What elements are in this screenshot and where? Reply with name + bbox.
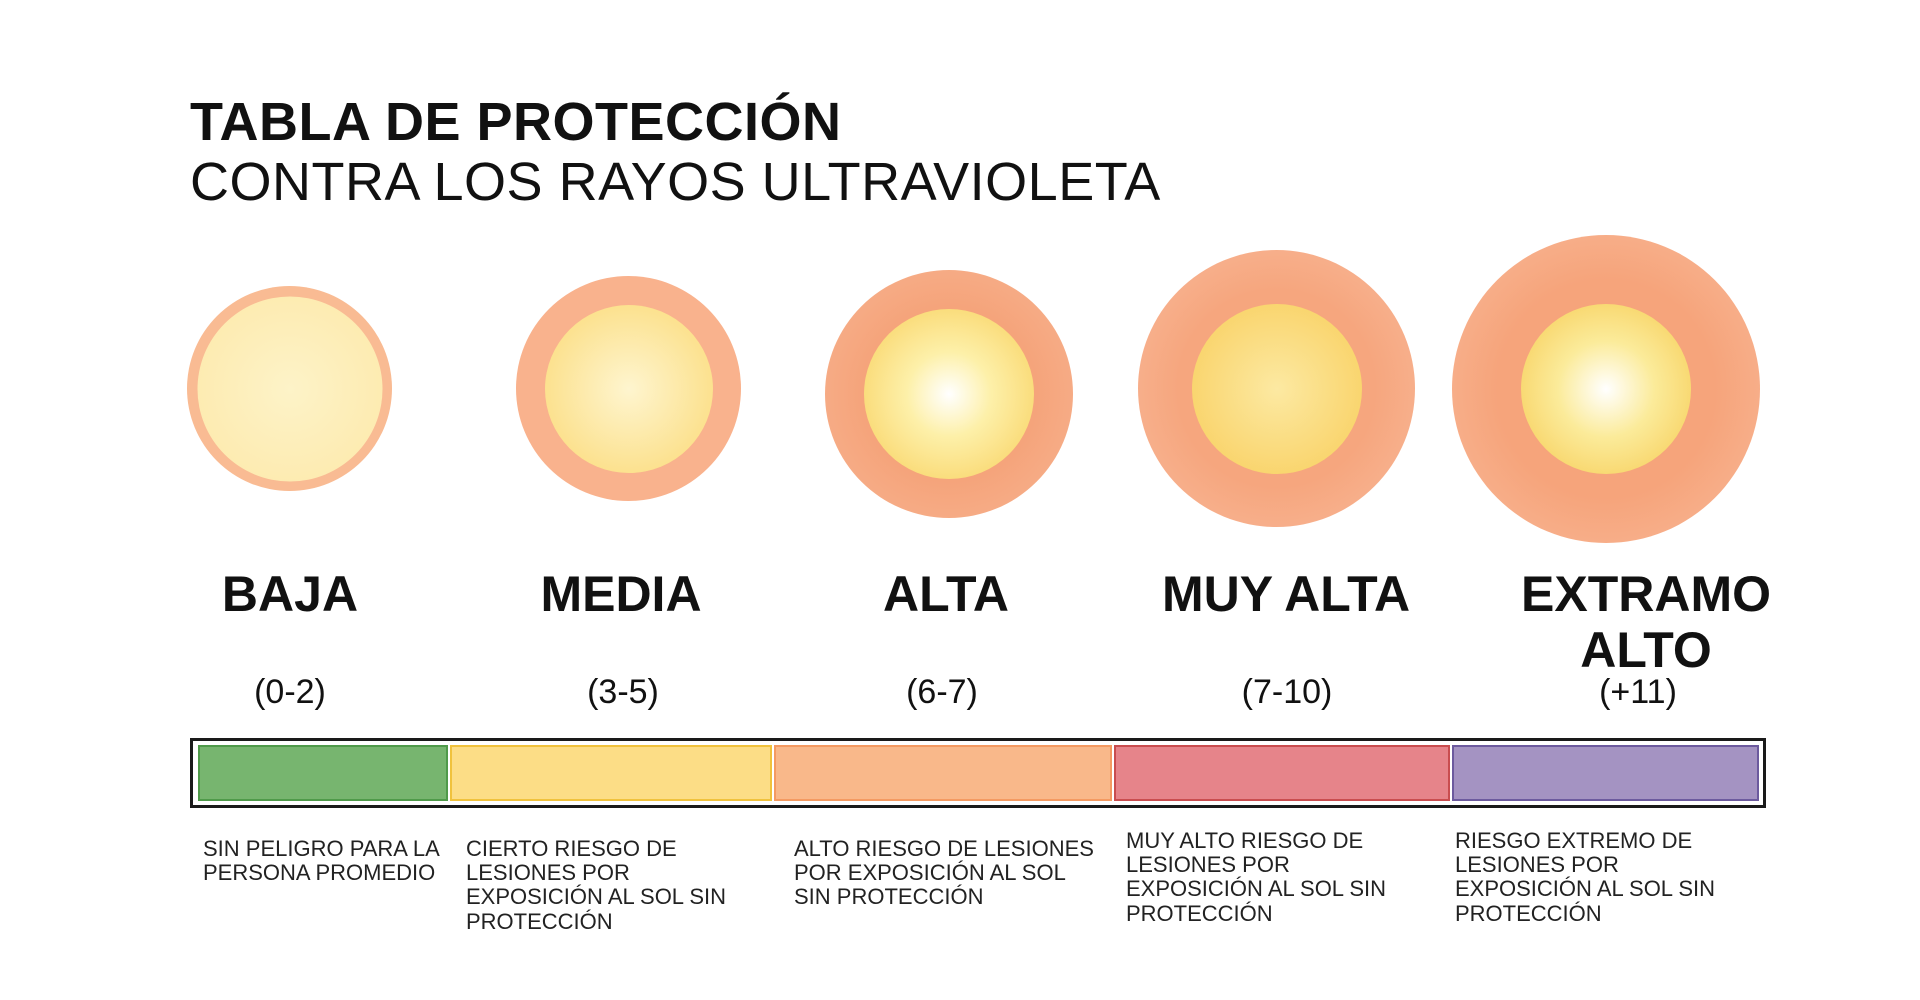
range-label-muy-alta: (7-10) xyxy=(1241,673,1333,711)
sun-icon-extremo-alto xyxy=(1452,235,1760,543)
description-extremo-alto: RIESGO EXTREMO DE LESIONES POR EXPOSICIÓ… xyxy=(1455,828,1716,926)
sun-core xyxy=(197,296,382,481)
page-title: TABLA DE PROTECCIÓN CONTRA LOS RAYOS ULT… xyxy=(190,92,1161,213)
level-label-muy-alta: MUY ALTA xyxy=(1161,566,1411,622)
scale-segment-alta xyxy=(774,745,1112,801)
range-label-extremo-alto: (+11) xyxy=(1599,673,1677,711)
sun-icon-alta xyxy=(825,270,1073,518)
sun-core xyxy=(544,304,713,473)
sun-core xyxy=(864,309,1034,479)
sun-core xyxy=(1191,303,1362,474)
range-label-media: (3-5) xyxy=(587,673,659,711)
level-label-alta: ALTA xyxy=(883,566,1009,622)
description-muy-alta: MUY ALTO RIESGO DE LESIONES POR EXPOSICI… xyxy=(1126,828,1387,926)
sun-icon-media xyxy=(516,276,741,501)
range-label-alta: (6-7) xyxy=(906,673,978,711)
title-line-2: CONTRA LOS RAYOS ULTRAVIOLETA xyxy=(190,152,1161,213)
description-media: CIERTO RIESGO DE LESIONES POR EXPOSICIÓN… xyxy=(466,836,727,934)
description-alta: ALTO RIESGO DE LESIONES POR EXPOSICIÓN A… xyxy=(794,836,1094,910)
sun-icon-muy-alta xyxy=(1138,250,1415,527)
scale-segment-extremo-alto xyxy=(1452,745,1759,801)
scale-segment-muy-alta xyxy=(1114,745,1450,801)
description-baja: SIN PELIGRO PARA LA PERSONA PROMEDIO xyxy=(203,836,439,886)
sun-icon-baja xyxy=(187,286,392,491)
level-label-extremo-alto: EXTRAMO ALTO xyxy=(1521,566,1771,678)
level-label-media: MEDIA xyxy=(540,566,702,622)
scale-segment-baja xyxy=(198,745,448,801)
uv-scale-bar xyxy=(190,738,1766,808)
title-line-1: TABLA DE PROTECCIÓN xyxy=(190,92,842,152)
sun-core xyxy=(1521,304,1691,474)
range-label-baja: (0-2) xyxy=(254,673,326,711)
scale-segment-media xyxy=(450,745,772,801)
level-label-baja: BAJA xyxy=(221,566,359,622)
